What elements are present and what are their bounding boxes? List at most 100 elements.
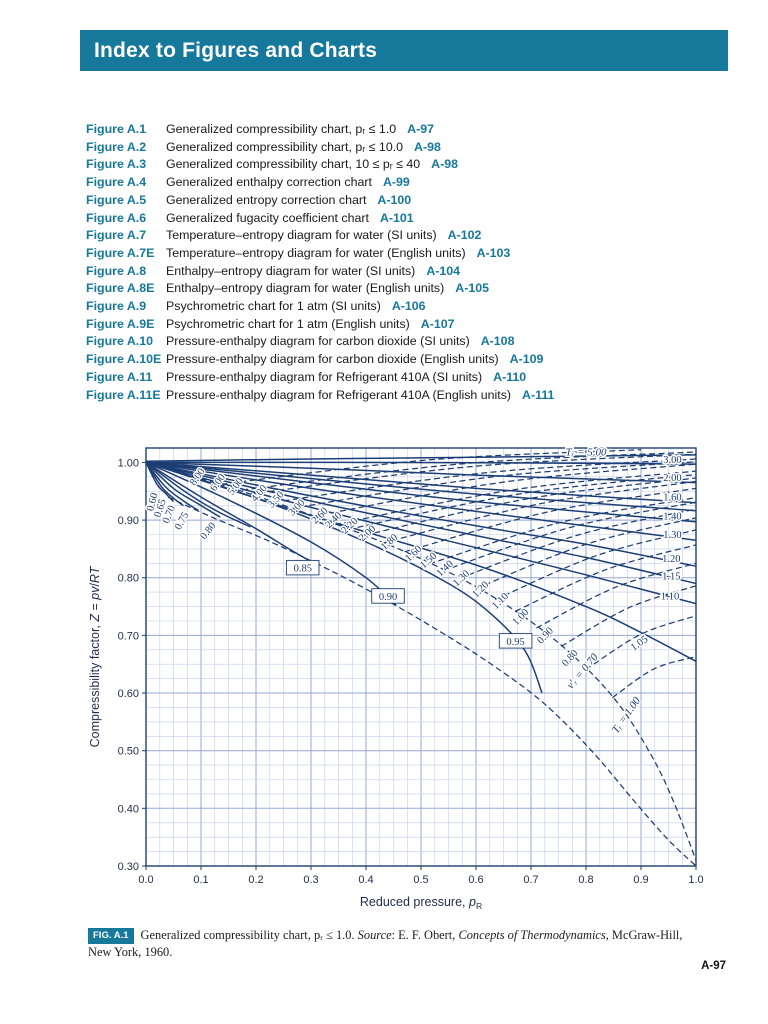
svg-text:0.9: 0.9: [633, 874, 648, 886]
figure-entry: Psychrometric chart for 1 atm (SI units)…: [166, 298, 426, 316]
figure-index-row: Figure A.6 Generalized fugacity coefficie…: [86, 210, 716, 228]
figure-page-ref: A-98: [431, 157, 459, 172]
svg-text:0.7: 0.7: [523, 874, 538, 886]
y-axis-title: Compressibility factor, Z = pv/RT: [88, 565, 102, 747]
svg-text:1.00: 1.00: [118, 457, 139, 469]
figure-entry: Enthalpy–entropy diagram for water (SI u…: [166, 263, 460, 281]
x-axis-title: Reduced pressure, pR: [360, 895, 482, 911]
figure-page-ref: A-103: [476, 245, 511, 260]
figure-entry: Generalized compressibility chart, pᵣ ≤ …: [166, 139, 441, 157]
figure-page-ref: A-97: [407, 122, 435, 136]
figure-entry: Temperature–entropy diagram for water (S…: [166, 227, 481, 245]
svg-text:1.30: 1.30: [663, 530, 681, 541]
figure-description: Temperature–entropy diagram for water (E…: [166, 245, 466, 260]
figure-label: Figure A.7: [86, 228, 147, 243]
figure-index-row: Figure A.7 Temperature–entropy diagram fo…: [86, 227, 716, 245]
figure-entry: Pressure-enthalpy diagram for Refrigeran…: [166, 369, 526, 387]
figure-description: Generalized enthalpy correction chart: [166, 175, 372, 190]
figure-entry: Temperature–entropy diagram for water (E…: [166, 245, 510, 263]
svg-text:0.8: 0.8: [578, 874, 593, 886]
figure-index-row: Figure A.8 Enthalpy–entropy diagram for w…: [86, 263, 716, 281]
figure-badge: FIG. A.1: [88, 928, 134, 945]
figure-label: Figure A.11: [86, 369, 153, 384]
svg-text:0.3: 0.3: [303, 874, 318, 886]
figure-label: Figure A.5: [86, 192, 147, 207]
svg-text:0.85: 0.85: [294, 564, 312, 575]
figure-description: Temperature–entropy diagram for water (S…: [166, 228, 437, 243]
figure-label: Figure A.9E: [86, 316, 155, 331]
figure-page-ref: A-102: [447, 228, 482, 243]
figure-label: Figure A.10E: [86, 352, 162, 367]
figure-label: Figure A.10: [86, 334, 154, 349]
figure-index-row: Figure A.9 Psychrometric chart for 1 atm …: [86, 298, 716, 316]
svg-text:1.40: 1.40: [663, 512, 681, 523]
figure-description: Enthalpy–entropy diagram for water (Engl…: [166, 281, 445, 296]
svg-text:1.15: 1.15: [662, 572, 680, 583]
svg-text:3.00: 3.00: [663, 455, 681, 466]
figure-page-ref: A-104: [426, 263, 461, 278]
figure-description: Generalized entropy correction chart: [166, 192, 367, 207]
svg-text:0.90: 0.90: [379, 592, 397, 603]
figure-entry: Pressure-enthalpy diagram for carbon dio…: [166, 333, 514, 351]
page-title: Index to Figures and Charts: [94, 38, 378, 62]
figure-description: Generalized compressibility chart, pᵣ ≤ …: [166, 122, 397, 136]
figure-label: Figure A.6: [86, 210, 147, 225]
figure-description: Enthalpy–entropy diagram for water (SI u…: [166, 263, 416, 278]
figure-entry: Generalized compressibility chart, 10 ≤ …: [166, 156, 458, 174]
figure-label: Figure A.7E: [86, 245, 155, 260]
chart-svg: 0.0 0.1 0.2 0.3 0.4 0.5 0.6 0.7 0.8 0.9 1.0 0.30 0.4…: [84, 436, 708, 914]
figure-description: Generalized fugacity coefficient chart: [166, 210, 369, 225]
figure-page-ref: A-106: [391, 299, 426, 314]
figure-index-row: Figure A.1 Generalized compressibility ch…: [86, 121, 716, 139]
svg-text:1.0: 1.0: [688, 874, 703, 886]
figure-index-row: Figure A.5 Generalized entropy correction…: [86, 192, 716, 210]
figure-label: Figure A.2: [86, 139, 147, 154]
figure-page-ref: A-108: [480, 334, 515, 349]
figure-entry: Generalized compressibility chart, pᵣ ≤ …: [166, 121, 434, 139]
figure-description: Generalized compressibility chart, pᵣ ≤ …: [166, 139, 404, 154]
figure-page-ref: A-100: [377, 192, 412, 207]
page-header-banner: Index to Figures and Charts: [80, 30, 728, 71]
figure-page-ref: A-111: [522, 387, 555, 402]
svg-text:0.60: 0.60: [118, 688, 139, 700]
svg-text:0.5: 0.5: [413, 874, 428, 886]
figure-page-ref: A-99: [382, 175, 410, 190]
figure-index-row: Figure A.11E Pressure-enthalpy diagram fo…: [86, 387, 716, 405]
svg-text:2.00: 2.00: [663, 473, 681, 484]
chart-grid: [145, 447, 697, 867]
svg-text:0.80: 0.80: [118, 573, 139, 585]
svg-text:0.1: 0.1: [193, 874, 208, 886]
figure-description: Psychrometric chart for 1 atm (English u…: [166, 316, 410, 331]
figure-index-row: Figure A.9E Psychrometric chart for 1 atm…: [86, 316, 716, 334]
figure-index-row: Figure A.4 Generalized enthalpy correctio…: [86, 174, 716, 192]
figure-label: Figure A.8E: [86, 281, 155, 296]
svg-text:0.50: 0.50: [118, 746, 139, 758]
figure-entry: Generalized fugacity coefficient chart A-…: [166, 210, 414, 228]
svg-text:1.60: 1.60: [663, 493, 681, 504]
caption-book-title: Concepts of Thermodynamics: [458, 928, 606, 942]
compressibility-chart: 0.0 0.1 0.2 0.3 0.4 0.5 0.6 0.7 0.8 0.9 1.0 0.30 0.4…: [84, 436, 708, 919]
svg-text:0.4: 0.4: [358, 874, 373, 886]
svg-text:0.6: 0.6: [468, 874, 483, 886]
figure-entry: Generalized entropy correction chart A-10…: [166, 192, 411, 210]
figure-description: Generalized compressibility chart, 10 ≤ …: [166, 157, 421, 172]
figure-caption: FIG. A.1 Generalized compressibility char…: [88, 927, 694, 962]
figure-entry: Pressure-enthalpy diagram for Refrigeran…: [166, 387, 554, 405]
svg-text:0.70: 0.70: [118, 630, 139, 642]
svg-text:0.30: 0.30: [118, 861, 139, 873]
figure-entry: Enthalpy–entropy diagram for water (Engl…: [166, 280, 489, 298]
compressibility-chart-figure: 0.0 0.1 0.2 0.3 0.4 0.5 0.6 0.7 0.8 0.9 1.0 0.30 0.4…: [84, 436, 708, 962]
svg-text:0.0: 0.0: [138, 874, 153, 886]
figure-index-row: Figure A.7E Temperature–entropy diagram f…: [86, 245, 716, 263]
figure-entry: Pressure-enthalpy diagram for carbon dio…: [166, 351, 543, 369]
figure-label: Figure A.11E: [86, 387, 161, 402]
figure-description: Pressure-enthalpy diagram for carbon dio…: [166, 352, 499, 367]
svg-text:0.40: 0.40: [118, 803, 139, 815]
figure-page-ref: A-107: [420, 316, 455, 331]
chart-axes: 0.0 0.1 0.2 0.3 0.4 0.5 0.6 0.7 0.8 0.9 1.0 0.30 0.4…: [88, 457, 704, 911]
figure-label: Figure A.3: [86, 157, 147, 172]
figure-description: Pressure-enthalpy diagram for Refrigeran…: [166, 369, 483, 384]
figure-page-ref: A-109: [509, 352, 544, 367]
figure-index-row: Figure A.3 Generalized compressibility ch…: [86, 156, 716, 174]
figure-description: Pressure-enthalpy diagram for Refrigeran…: [166, 387, 512, 402]
